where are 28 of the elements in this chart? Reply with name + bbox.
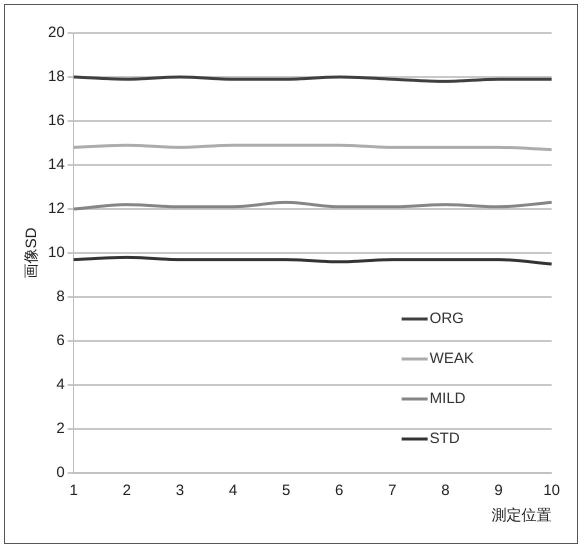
y-tick-label: 18: [48, 68, 65, 86]
x-tick-label: 8: [441, 482, 450, 500]
y-tick-label: 8: [56, 288, 65, 306]
legend-label: MILD: [430, 390, 466, 408]
x-tick-label: 1: [70, 482, 78, 500]
y-tick-label: 12: [48, 200, 65, 218]
y-tick-label: 16: [48, 112, 65, 130]
x-tick-label: 3: [176, 482, 184, 500]
y-tick-label: 10: [48, 244, 65, 262]
legend-label: STD: [430, 430, 460, 448]
x-tick-label: 2: [122, 482, 131, 500]
legend-label: ORG: [430, 310, 464, 328]
legend-label: WEAK: [430, 350, 474, 368]
x-axis-title: 測定位置: [492, 507, 552, 524]
y-tick-label: 4: [56, 376, 65, 394]
y-tick-label: 20: [48, 24, 65, 42]
y-tick-label: 0: [56, 464, 65, 482]
line-series: [72, 256, 554, 266]
x-tick-label: 7: [388, 482, 397, 500]
y-axis-title: 画像SD: [23, 227, 40, 278]
y-tick-label: 6: [56, 332, 65, 350]
x-tick-label: 10: [543, 482, 560, 500]
y-tick-label: 14: [48, 156, 65, 174]
x-tick-label: 9: [494, 482, 503, 500]
x-tick-label: 5: [282, 482, 290, 500]
y-tick-label: 2: [56, 420, 65, 438]
x-tick-label: 6: [335, 482, 344, 500]
x-tick-label: 4: [228, 482, 238, 500]
